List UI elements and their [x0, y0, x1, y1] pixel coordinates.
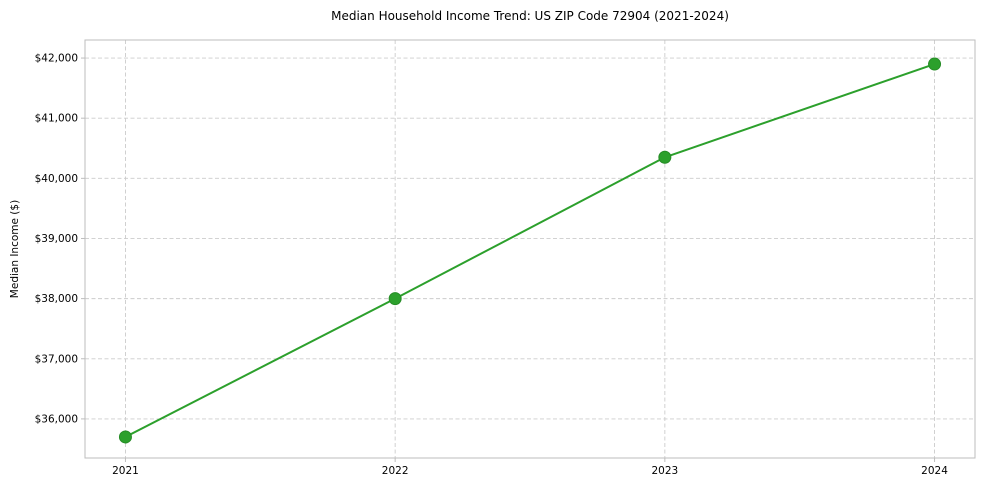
y-tick-label: $38,000: [35, 293, 78, 305]
y-tick-label: $41,000: [35, 113, 78, 125]
trend-line: [124, 63, 936, 438]
x-tick-label: 2021: [112, 465, 139, 477]
x-tick-label: 2022: [382, 465, 409, 477]
y-tick-label: $40,000: [35, 173, 78, 185]
data-point: [118, 430, 132, 444]
data-point: [388, 292, 402, 306]
y-tick-label: $39,000: [35, 233, 78, 245]
data-point: [928, 57, 942, 71]
y-tick-label: $42,000: [35, 53, 78, 65]
y-tick-label: $36,000: [35, 413, 78, 425]
x-tick-label: 2023: [651, 465, 678, 477]
y-tick-label: $37,000: [35, 353, 78, 365]
x-tick-label: 2024: [921, 465, 948, 477]
chart-title: Median Household Income Trend: US ZIP Co…: [331, 9, 729, 23]
plot-border: [84, 39, 976, 459]
data-point: [658, 150, 672, 164]
